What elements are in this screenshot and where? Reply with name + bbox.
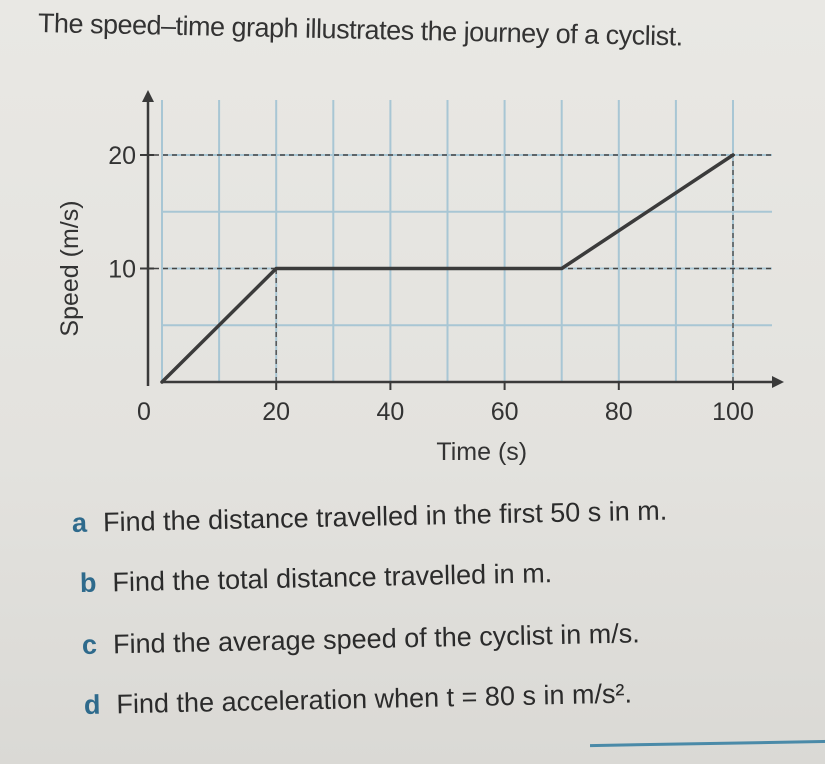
x-tick-label: 100 <box>712 398 754 426</box>
x-tick-label: 60 <box>491 398 519 426</box>
question-letter: d <box>83 689 101 720</box>
question-text: Find the average speed of the cyclist in… <box>112 618 640 660</box>
x-tick-label: 20 <box>262 398 290 426</box>
y-axis-arrow <box>142 90 154 102</box>
y-tick-label: 20 <box>108 142 136 170</box>
question-letter: a <box>71 507 88 538</box>
data-series <box>160 153 735 384</box>
axes <box>142 90 784 388</box>
question-text: Find the acceleration when t = 80 s in m… <box>116 678 633 720</box>
question-a: a Find the distance travelled in the firs… <box>72 496 668 539</box>
y-axis-label: Speed (m/s) <box>56 200 84 336</box>
x-axis-arrow <box>772 376 784 388</box>
x-tick-label: 0 <box>137 398 151 426</box>
question-b: b Find the total distance travelled in m. <box>80 558 553 599</box>
speed-time-chart: 0 20 40 60 80 100 10 20 Time (s) Speed (m/s) <box>56 90 784 466</box>
y-tick-label: 10 <box>108 256 136 284</box>
question-letter: b <box>79 567 97 598</box>
x-tick-label: 40 <box>376 398 404 426</box>
question-d: d Find the acceleration when t = 80 s in … <box>84 679 633 721</box>
axis-ticks: 0 20 40 60 80 100 10 20 <box>108 142 754 426</box>
x-axis-label: Time (s) <box>436 438 527 466</box>
question-c: c Find the average speed of the cyclist i… <box>82 618 640 661</box>
x-tick-label: 80 <box>605 398 633 426</box>
question-text: Find the distance travelled in the first… <box>102 495 668 538</box>
question-letter: c <box>81 629 98 660</box>
speed-line <box>160 153 735 384</box>
question-text: Find the total distance travelled in m. <box>112 558 553 598</box>
